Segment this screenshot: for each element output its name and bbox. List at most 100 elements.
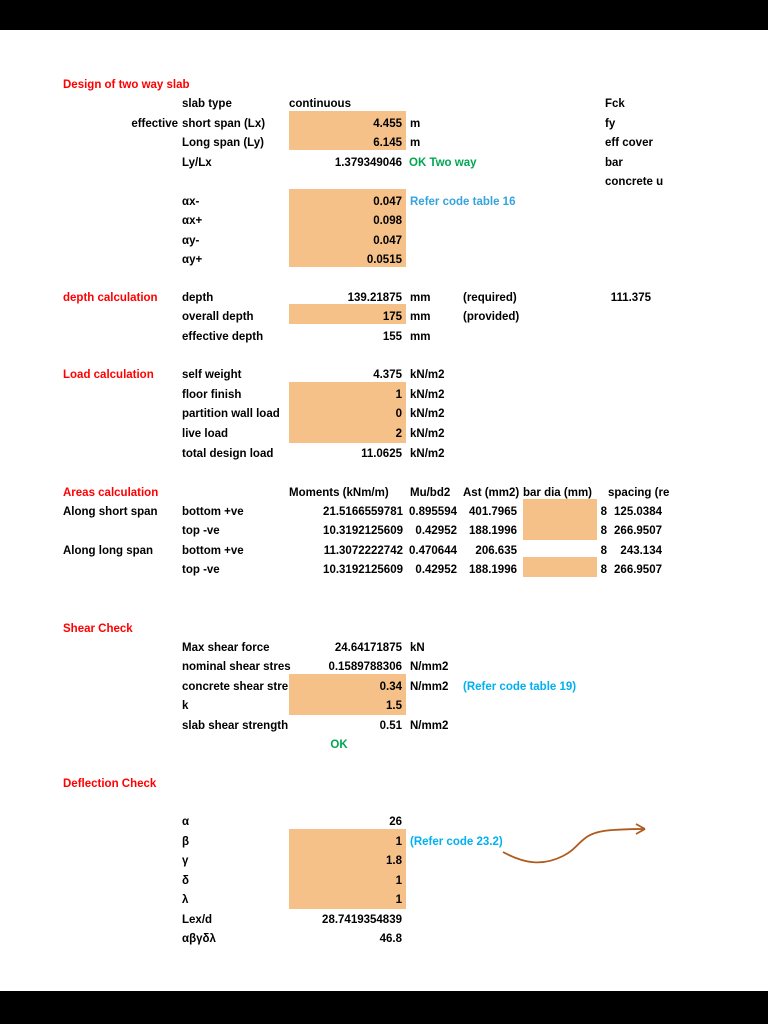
- input-cell-block-overall-depth: [289, 304, 406, 324]
- areas-ast: 188.1996: [469, 525, 517, 537]
- max-shear-label: Max shear force: [182, 642, 270, 654]
- alpha-y-pos-value: 0.0515: [366, 254, 402, 266]
- shear-ref-note: (Refer code table 19): [463, 681, 577, 693]
- nominal-shear-unit: N/mm2: [410, 661, 449, 673]
- areas-mu-bd2: 0.895594: [409, 506, 457, 518]
- floor-finish-label: floor finish: [182, 389, 242, 401]
- areas-mu-bd2: 0.42952: [415, 564, 457, 576]
- concrete-shear-value: 0.34: [379, 681, 402, 693]
- page-title: Design of two way slab: [63, 79, 190, 91]
- col-header-mu-bd2: Mu/bd2: [410, 487, 451, 499]
- areas-group-short-span: Along short span: [63, 506, 158, 518]
- short-span-label: short span (Lx): [182, 118, 266, 130]
- areas-bar-dia: 8: [600, 506, 607, 518]
- viewer-top-bar: [0, 0, 768, 30]
- depth-value: 139.21875: [347, 292, 402, 304]
- short-span-unit: m: [410, 118, 421, 130]
- deflection-alpha-label: α: [182, 816, 190, 828]
- areas-row-label: top -ve: [182, 564, 220, 576]
- right-label-fy: fy: [605, 118, 616, 130]
- live-load-unit: kN/m2: [410, 428, 445, 440]
- right-label-bar: bar: [605, 157, 623, 169]
- areas-spacing: 266.9507: [614, 564, 662, 576]
- areas-bar-dia: 8: [600, 545, 607, 557]
- areas-moment: 10.3192125609: [323, 564, 403, 576]
- nominal-shear-label: nominal shear stres: [182, 661, 291, 673]
- areas-mu-bd2: 0.470644: [409, 545, 457, 557]
- alpha-x-neg-value: 0.047: [373, 196, 402, 208]
- shear-status-ok: OK: [330, 739, 348, 751]
- lex-d-label: Lex/d: [182, 914, 213, 926]
- self-weight-label: self weight: [182, 369, 242, 381]
- depth-required-value: 111.375: [610, 292, 651, 304]
- load-section-header: Load calculation: [63, 369, 154, 381]
- input-cell-block-spans: [289, 111, 406, 150]
- short-span-value: 4.455: [373, 118, 402, 130]
- slab-shear-strength-label: slab shear strength: [182, 720, 289, 732]
- k-factor-label: k: [182, 700, 189, 712]
- areas-spacing: 243.134: [620, 545, 662, 557]
- self-weight-unit: kN/m2: [410, 369, 445, 381]
- overall-depth-value: 175: [382, 311, 402, 323]
- overall-depth-unit: mm: [410, 311, 431, 323]
- areas-spacing: 125.0384: [614, 506, 662, 518]
- col-header-bar-dia: bar dia (mm): [523, 487, 593, 499]
- nominal-shear-value: 0.1589788306: [328, 661, 402, 673]
- deflection-delta-value: 1: [395, 875, 402, 887]
- self-weight-value: 4.375: [373, 369, 402, 381]
- areas-moment: 10.3192125609: [323, 525, 403, 537]
- total-load-value: 11.0625: [361, 448, 402, 460]
- input-cell-block-bardia-short: [523, 499, 597, 540]
- overall-depth-label: overall depth: [182, 311, 254, 323]
- deflection-beta-value: 1: [395, 836, 402, 848]
- col-header-ast: Ast (mm2): [463, 487, 520, 499]
- lex-d-value: 28.7419354839: [322, 914, 402, 926]
- deflection-lambda-label: λ: [182, 894, 189, 906]
- areas-ast: 188.1996: [469, 564, 517, 576]
- total-load-label: total design load: [182, 448, 274, 460]
- areas-moment: 11.3072222742: [323, 545, 403, 557]
- depth-unit: mm: [410, 292, 431, 304]
- concrete-shear-unit: N/mm2: [410, 681, 449, 693]
- viewer-bottom-bar: [0, 991, 768, 1024]
- live-load-label: live load: [182, 428, 229, 440]
- alpha-y-pos-label: αy+: [182, 254, 203, 266]
- ratio-status: OK Two way: [409, 157, 477, 169]
- input-cell-block-alpha: [289, 189, 406, 267]
- areas-moment: 21.5166559781: [323, 506, 403, 518]
- partition-load-unit: kN/m2: [410, 408, 445, 420]
- partition-load-value: 0: [395, 408, 402, 420]
- effective-depth-label: effective depth: [182, 331, 264, 343]
- effective-depth-value: 155: [382, 331, 402, 343]
- col-header-moments: Moments (kNm/m): [289, 487, 389, 499]
- long-span-unit: m: [410, 137, 421, 149]
- alpha-y-neg-label: αy-: [182, 235, 200, 247]
- input-cell-block-deflection: [289, 829, 406, 909]
- product-factors-label: αβγδλ: [182, 933, 216, 945]
- areas-bar-dia: 8: [600, 525, 607, 537]
- depth-required-note: (required): [463, 292, 517, 304]
- deflection-delta-label: δ: [182, 875, 189, 887]
- product-factors-value: 46.8: [379, 933, 402, 945]
- depth-label: depth: [182, 292, 214, 304]
- areas-group-long-span: Along long span: [63, 545, 154, 557]
- depth-section-header: depth calculation: [63, 292, 158, 304]
- long-span-value: 6.145: [373, 137, 402, 149]
- right-label-concrete-unit: concrete u: [605, 176, 664, 188]
- long-span-label: Long span (Ly): [182, 137, 264, 149]
- areas-ast: 206.635: [475, 545, 517, 557]
- deflection-gamma-label: γ: [182, 855, 189, 867]
- areas-section-header: Areas calculation: [63, 487, 159, 499]
- areas-bar-dia: 8: [600, 564, 607, 576]
- max-shear-unit: kN: [410, 642, 425, 654]
- live-load-value: 2: [395, 428, 402, 440]
- deflection-beta-label: β: [182, 836, 190, 848]
- deflection-ref-note: (Refer code 23.2): [410, 836, 503, 848]
- total-load-unit: kN/m2: [410, 448, 445, 460]
- k-factor-value: 1.5: [386, 700, 402, 712]
- slab-shear-strength-value: 0.51: [379, 720, 402, 732]
- slab-type-value: continuous: [289, 98, 351, 110]
- annotation-arrow: [502, 823, 646, 864]
- alpha-x-pos-value: 0.098: [373, 215, 402, 227]
